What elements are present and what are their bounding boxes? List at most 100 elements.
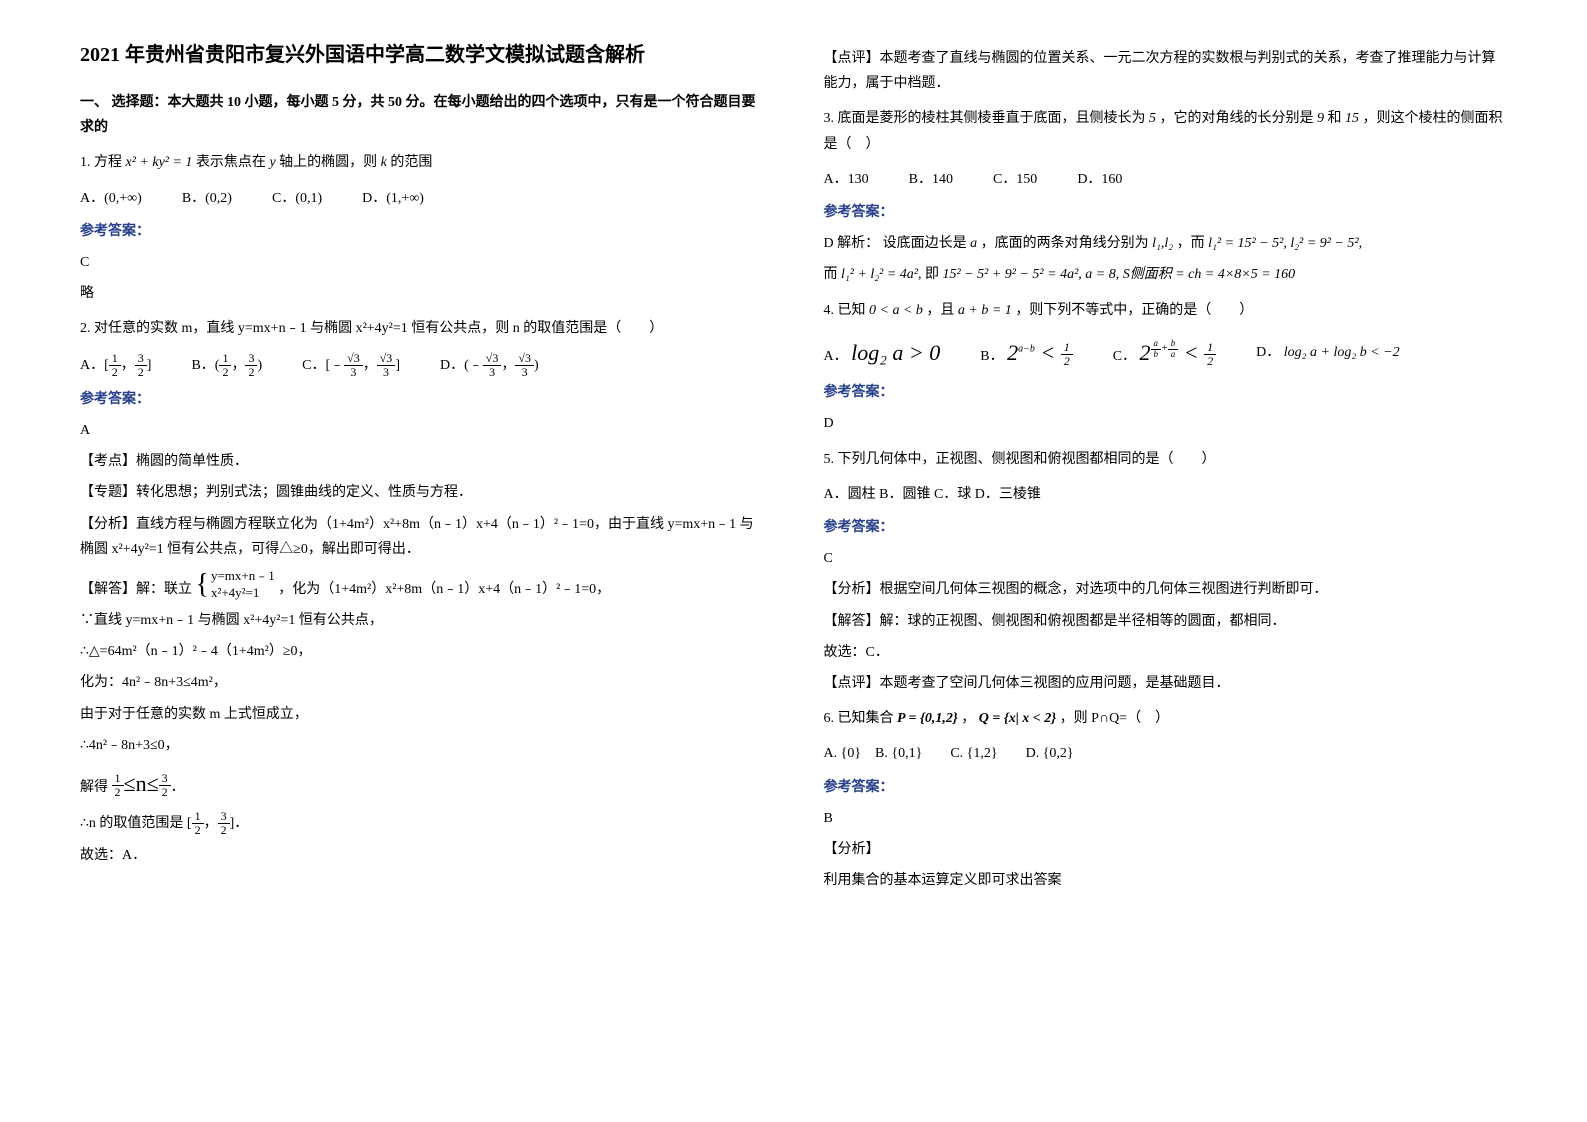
q6-tb: ，则 P∩Q=（ ） [1060, 711, 1169, 726]
q2-l7-pre: ∴n 的取值范围是 [ [80, 816, 192, 831]
q2-solve-pre: 【解答】解：联立 [80, 582, 192, 597]
q4-options: A． log₂ a > 0 B． 2a−b < 12 C． 2ab+ba < 1… [824, 333, 1508, 373]
q4-tb: ，且 [926, 303, 954, 318]
frac-num: 1 [192, 810, 204, 824]
frac-num: 1 [1204, 341, 1216, 355]
brace-icon: { [196, 571, 209, 599]
q5-answer: C [824, 546, 1508, 571]
q2-options: A．[12，32] B．(12，32) C．[﹣√33，√33] D．(﹣√33… [80, 352, 764, 379]
q4-opt-a: A． log₂ a > 0 [824, 333, 941, 373]
q3-options: A．130 B．140 C．150 D．160 [824, 167, 1508, 192]
frac-den: 2 [109, 366, 121, 379]
q2-opt-a: A．[12，32] [80, 352, 151, 379]
frac-num: 3 [218, 810, 230, 824]
frac-num: 1 [109, 352, 121, 366]
q1-k: k [381, 155, 387, 170]
q5-review: 【点评】本题考查了空间几何体三视图的应用问题，是基础题目． [824, 671, 1508, 696]
q1-text-c: 轴上的椭圆，则 [279, 155, 377, 170]
frac-den: 3 [483, 366, 502, 379]
question-2: 2. 对任意的实数 m，直线 y=mx+n﹣1 与椭圆 x²+4y²=1 恒有公… [80, 316, 764, 341]
q6-options: A. {0} B. {0,1} C. {1,2} D. {0,2} [824, 741, 1508, 766]
frac-den: 2 [1204, 355, 1216, 368]
question-4: 4. 已知 0 < a < b ，且 a + b = 1 ，则下列不等式中，正确… [824, 298, 1508, 323]
frac-num: √3 [515, 352, 534, 366]
q2-opt-c: C．[﹣√33，√33] [302, 352, 400, 379]
q2-c-pre: C．[﹣ [302, 357, 344, 372]
q2-a-pre: A．[ [80, 357, 109, 372]
q3-solution-line1: D 解析： 设底面边长是 a ，底面的两条对角线分别为 l₁,l₂ ，而 l₁²… [824, 231, 1508, 256]
q2-sys-bot: x²+4y²=1 [211, 585, 275, 602]
frac-den: 2 [219, 366, 231, 379]
q5-options: A．圆柱 B．圆锥 C．球 D．三棱锥 [824, 482, 1508, 507]
frac-den: 2 [1061, 355, 1073, 368]
frac-num: 3 [159, 772, 171, 786]
q1-expr: x² + ky² = 1 [126, 155, 193, 170]
frac-num: 1 [1061, 341, 1073, 355]
q4-ta: 4. 已知 [824, 303, 866, 318]
q4-d-pre: D． [1256, 345, 1280, 360]
q3-ta: 3. 底面是菱形的棱柱其侧棱垂直于底面，且侧棱长为 [824, 111, 1146, 126]
q4-opt-b: B． 2a−b < 12 [980, 333, 1072, 373]
q3-l1l2: l₁,l₂ [1152, 236, 1173, 251]
q2-d-pre: D．(﹣ [440, 357, 483, 372]
q3-v5: 5 [1149, 111, 1156, 126]
q2-l8: 故选：A． [80, 843, 764, 868]
q6-analysis: 利用集合的基本运算定义即可求出答案 [824, 868, 1508, 893]
q2-special: 【专题】转化思想；判别式法；圆锥曲线的定义、性质与方程． [80, 480, 764, 505]
q5-solve: 【解答】解：球的正视图、侧视图和俯视图都是半径相等的圆面，都相同． [824, 609, 1508, 634]
frac-num: √3 [377, 352, 396, 366]
q3-tb: ，它的对角线的长分别是 [1160, 111, 1314, 126]
q2-answer: A [80, 418, 764, 443]
q2-answer-label: 参考答案： [80, 387, 764, 412]
q1-opt-b: B．(0,2) [182, 186, 232, 211]
frac-den: 2 [218, 824, 230, 837]
q3-t1: 设底面边长是 [883, 236, 967, 251]
q2-b-pre: B．( [191, 357, 219, 372]
q3-t4: 而 [824, 267, 838, 282]
q2-l7: ∴n 的取值范围是 [12，32]． [80, 810, 764, 837]
q4-opt-c: C． 2ab+ba < 12 [1113, 333, 1216, 373]
frac-den: 2 [245, 366, 257, 379]
frac-den: 2 [112, 786, 124, 799]
q4-answer-label: 参考答案： [824, 380, 1508, 405]
question-6: 6. 已知集合 P = {0,1,2} ， Q = {x| x < 2} ，则 … [824, 706, 1508, 731]
q2-l5: ∴4n²﹣8n+3≤0， [80, 733, 764, 758]
q3-e2a: l₁² + l₂² = 4a², [841, 267, 922, 282]
q1-answer-label: 参考答案： [80, 219, 764, 244]
q5-answer-label: 参考答案： [824, 515, 1508, 540]
q2-opt-d: D．(﹣√33，√33) [440, 352, 539, 379]
frac-num: √3 [344, 352, 363, 366]
section-1-title: 一、 选择题：本大题共 10 小题，每小题 5 分，共 50 分。在每小题给出的… [80, 90, 764, 140]
q3-answer-label: 参考答案： [824, 200, 1508, 225]
q1-y: y [269, 155, 275, 170]
q6-p: P = {0,1,2} [897, 711, 958, 726]
q2-l6-pre: 解得 [80, 780, 108, 795]
q1-opt-c: C．(0,1) [272, 186, 322, 211]
q4-tc: ，则下列不等式中，正确的是（ ） [1015, 303, 1253, 318]
q6-analysis-label: 【分析】 [824, 837, 1508, 862]
q3-v15: 15 [1345, 111, 1359, 126]
q4-opt-d: D． log₂ a + log₂ b < −2 [1256, 340, 1399, 365]
q3-opt-b: B．140 [909, 167, 953, 192]
frac-den: 2 [159, 786, 171, 799]
question-3: 3. 底面是菱形的棱柱其侧棱垂直于底面，且侧棱长为 5 ，它的对角线的长分别是 … [824, 106, 1508, 156]
q1-text-d: 的范围 [390, 155, 432, 170]
q3-opt-c: C．150 [993, 167, 1037, 192]
q1-opt-a: A．(0,+∞) [80, 186, 142, 211]
q3-a: a [970, 236, 977, 251]
q2-solve: 【解答】解：联立 { y=mx+n﹣1 x²+4y²=1 ，化为（1+4m²）x… [80, 568, 764, 602]
frac-den: 3 [344, 366, 363, 379]
q1-note: 略 [80, 281, 764, 306]
frac-den: 2 [135, 366, 147, 379]
q2-l6: 解得 12≤n≤32． [80, 764, 764, 804]
q2-l2: ∴△=64m²（n﹣1）²﹣4（1+4m²）≥0， [80, 639, 764, 664]
q5-analysis: 【分析】根据空间几何体三视图的概念，对选项中的几何体三视图进行判断即可． [824, 577, 1508, 602]
q2-l1: ∵直线 y=mx+n﹣1 与椭圆 x²+4y²=1 恒有公共点， [80, 608, 764, 633]
q4-b-pre: B． [980, 349, 1003, 364]
q4-a-pre: A． [824, 349, 848, 364]
q3-and: 和 [1328, 111, 1342, 126]
q2-topic: 【考点】椭圆的简单性质． [80, 449, 764, 474]
q2-l4: 由于对于任意的实数 m 上式恒成立， [80, 702, 764, 727]
q5-pick: 故选：C． [824, 640, 1508, 665]
q2-solve-post: ，化为（1+4m²）x²+8m（n﹣1）x+4（n﹣1）²﹣1=0， [278, 582, 610, 597]
